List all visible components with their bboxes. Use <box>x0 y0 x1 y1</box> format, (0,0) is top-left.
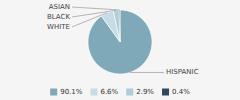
pie-slice <box>101 11 120 42</box>
legend-item: 2.9% <box>126 88 154 96</box>
legend-label: 90.1% <box>60 88 83 96</box>
legend-label: 0.4% <box>172 88 190 96</box>
leader-line <box>72 10 116 17</box>
legend-label: 2.9% <box>136 88 154 96</box>
chart: ASIAN BLACK WHITE HISPANIC 90.1% 6.6% 2.9% 0.4% <box>0 0 240 100</box>
pie <box>88 10 152 74</box>
legend-item: 6.6% <box>90 88 118 96</box>
leader-line <box>72 13 107 27</box>
legend-item: 0.4% <box>162 88 190 96</box>
leader-line <box>72 7 120 10</box>
legend: 90.1% 6.6% 2.9% 0.4% <box>50 88 190 96</box>
legend-label: 6.6% <box>100 88 118 96</box>
legend-swatch <box>90 89 97 96</box>
annotation: HISPANIC <box>166 68 199 76</box>
annotation: ASIAN <box>49 3 70 11</box>
legend-swatch <box>126 89 133 96</box>
leader-line <box>130 72 164 73</box>
pie-slice <box>119 10 121 42</box>
legend-swatch <box>162 89 169 96</box>
legend-swatch <box>50 89 57 96</box>
annotations: ASIAN BLACK WHITE HISPANIC <box>47 3 199 76</box>
annotation: BLACK <box>47 13 70 21</box>
pie-slice <box>88 10 152 74</box>
pie-slice <box>113 10 120 42</box>
legend-item: 90.1% <box>50 88 83 96</box>
annotation: WHITE <box>47 23 70 31</box>
